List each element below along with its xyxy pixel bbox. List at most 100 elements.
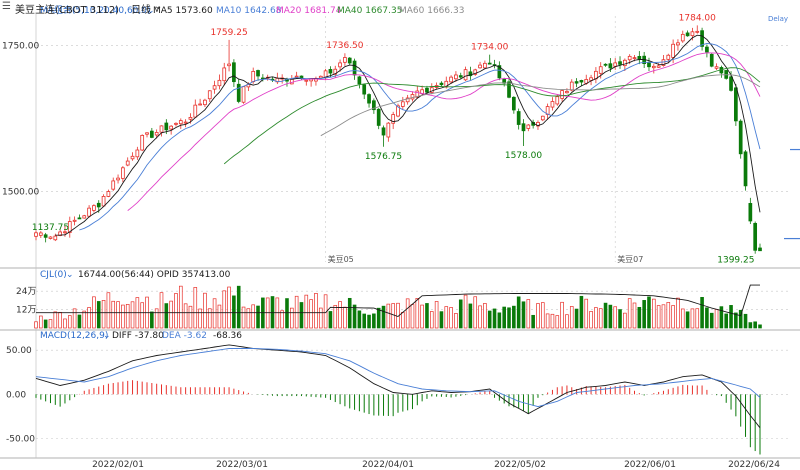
candle-body <box>627 55 632 61</box>
volume-bar <box>598 308 603 329</box>
volume-bar <box>362 313 367 329</box>
volume-bar <box>67 315 72 329</box>
volume-bar <box>376 307 381 329</box>
volume-bar <box>584 298 589 329</box>
candle-body <box>487 62 492 65</box>
candle-body <box>352 60 357 76</box>
candle-body <box>67 221 72 233</box>
volume-bar <box>343 306 347 329</box>
volume-bar <box>652 298 656 329</box>
price-annotation: 1137.75 <box>32 223 69 233</box>
volume-bar <box>526 299 531 329</box>
candle-body <box>154 132 159 136</box>
candle-body <box>676 42 680 46</box>
volume-bar <box>367 314 371 329</box>
volume-bar <box>724 313 729 329</box>
volume-tick-label: 24万 <box>16 287 36 297</box>
chevron-down-icon: ⌄ <box>66 270 74 280</box>
volume-bar <box>449 307 453 329</box>
volume-bar <box>299 302 304 329</box>
volume-bar <box>96 301 101 329</box>
volume-bar <box>618 309 622 329</box>
volume-bar <box>458 299 463 329</box>
volume-bar <box>391 303 395 329</box>
candle-body <box>666 54 671 60</box>
candle-body <box>637 56 642 60</box>
volume-bar <box>536 303 540 329</box>
volume-bar <box>401 312 405 329</box>
date-tick-label: 2022/06/24 <box>728 460 780 470</box>
candle-body <box>743 151 748 187</box>
candle-body <box>188 116 193 120</box>
chevron-down-icon[interactable]: ⌄ <box>154 1 163 12</box>
volume-bar <box>174 293 178 329</box>
candle-body <box>236 83 241 102</box>
volume-bar <box>125 304 130 329</box>
volume-bar <box>478 305 482 329</box>
dea-line <box>35 348 761 408</box>
volume-bar <box>285 298 289 329</box>
candle-body <box>212 85 217 90</box>
candle-body <box>121 167 125 179</box>
volume-bar <box>579 295 584 329</box>
candle-body <box>111 180 116 190</box>
candle-body <box>560 90 564 99</box>
open-interest-line <box>36 284 760 318</box>
ma5-legend: MA5 1573.60 <box>153 6 213 16</box>
volume-bar <box>680 308 685 329</box>
chevron-down-icon[interactable]: ⌄ <box>103 331 111 341</box>
candle-body <box>734 87 738 122</box>
volume-bar <box>58 311 62 329</box>
candle-body <box>87 207 91 217</box>
candle-body <box>318 75 323 79</box>
ma20-line <box>127 52 761 211</box>
candle-body <box>550 101 555 108</box>
candle-body <box>96 202 101 208</box>
volume-bar <box>48 319 53 329</box>
volume-bar <box>415 298 420 329</box>
candle-body <box>729 76 733 91</box>
chart-header: ☰ 美豆主连(CBOT 3112) 日线 ⌄ <box>0 0 800 16</box>
volume-values: 16744.00(56:44) OPID 357413.00 <box>78 270 231 280</box>
volume-bar <box>545 313 550 329</box>
candle-body <box>521 123 526 132</box>
contract-marker: 美豆05 <box>328 254 354 264</box>
volume-bar <box>502 306 506 329</box>
volume-bar <box>290 307 294 329</box>
volume-bar <box>734 312 738 329</box>
volume-bar <box>695 308 700 329</box>
candle-body <box>618 61 622 65</box>
candle-body <box>738 120 743 155</box>
candle-body <box>574 81 579 84</box>
volume-bar <box>661 304 666 329</box>
candle-body <box>241 86 246 103</box>
volume-bar <box>574 308 579 329</box>
macd-tick-label: 0.00 <box>6 390 26 400</box>
period-selector[interactable]: 日线 <box>131 5 151 16</box>
ma40-legend: MA40 1667.35 <box>337 6 402 16</box>
volume-bar <box>700 297 704 329</box>
ma60-line <box>320 74 761 137</box>
volume-bar <box>676 297 680 329</box>
candle-body <box>372 100 376 111</box>
macd-indicator-label: MACD(12,26,9) <box>40 331 108 341</box>
delay-badge: Delay <box>768 15 788 23</box>
candle-body <box>540 115 545 121</box>
volume-bar <box>521 301 526 329</box>
candle-body <box>149 130 154 138</box>
candle-body <box>705 46 709 53</box>
hamburger-menu-icon[interactable]: ☰ <box>2 1 11 12</box>
volume-bar <box>63 318 67 329</box>
price-annotation: 1736.50 <box>326 41 363 51</box>
candle-body <box>651 65 656 69</box>
candle-body <box>463 69 468 81</box>
candle-body <box>159 125 164 133</box>
volume-bar <box>241 306 246 329</box>
candle-body <box>178 120 183 125</box>
candle-body <box>232 62 236 83</box>
price-annotation: 1734.00 <box>471 43 508 53</box>
volume-bar <box>101 300 106 329</box>
candle-body <box>685 32 690 37</box>
volume-bar <box>77 314 82 329</box>
instrument-title[interactable]: 美豆主连(CBOT 3112) <box>15 5 120 16</box>
